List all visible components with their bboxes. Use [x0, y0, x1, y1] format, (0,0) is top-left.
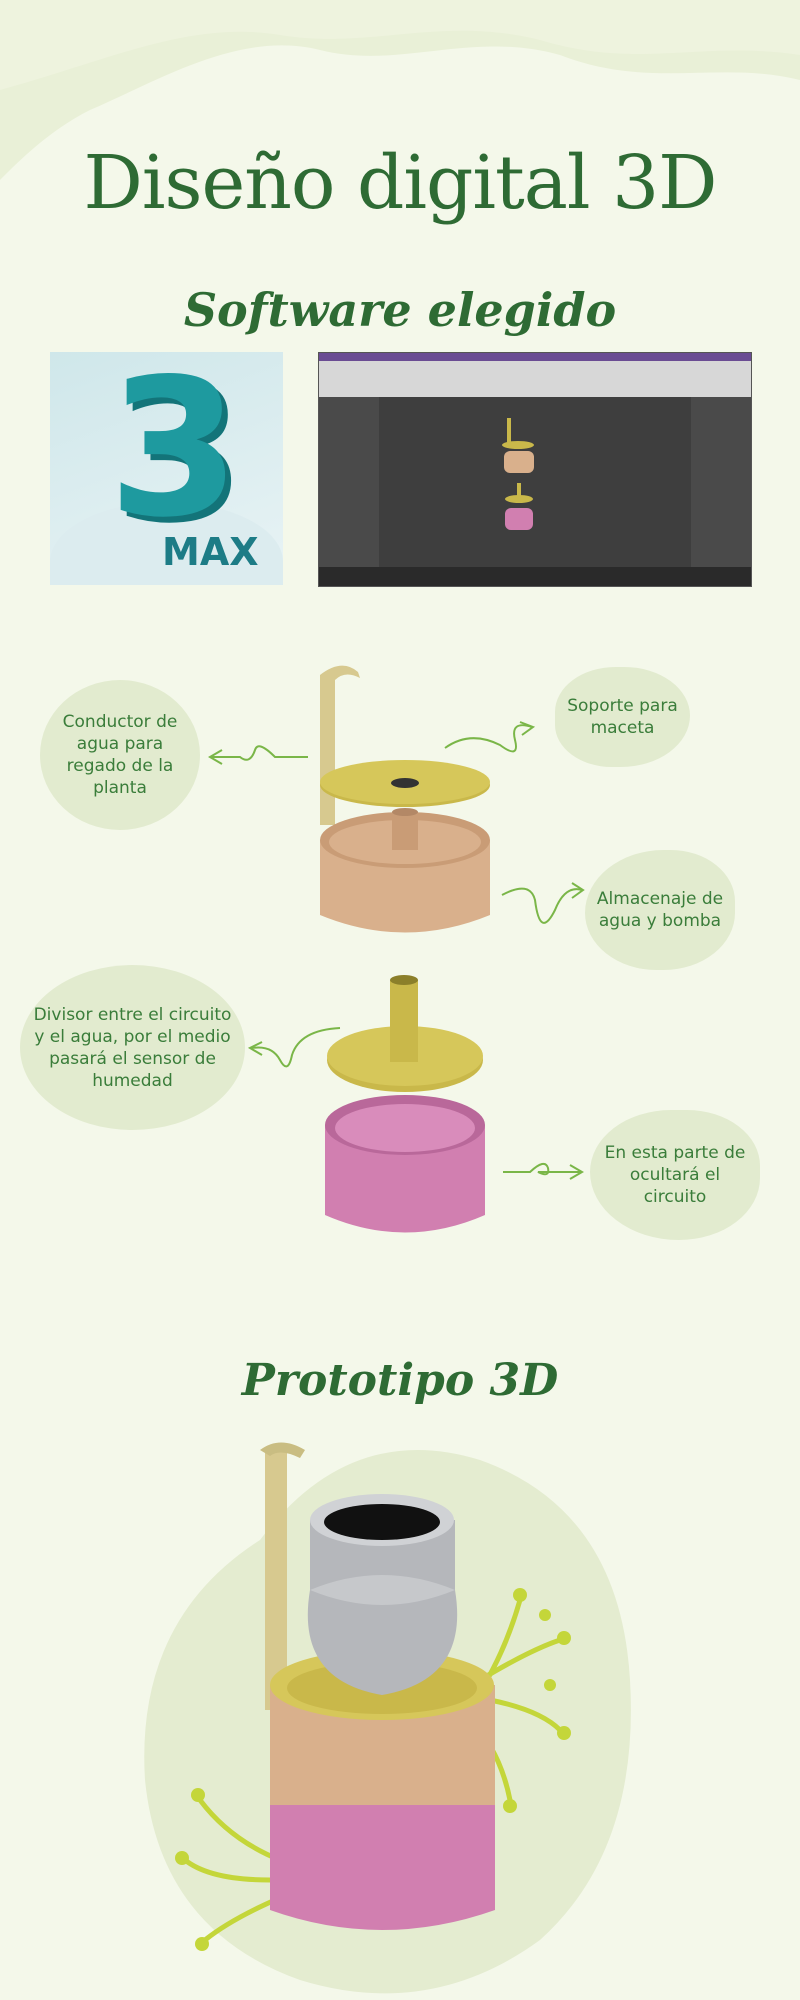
circuito-container	[325, 1125, 485, 1233]
top-wave-decoration	[0, 0, 800, 180]
arrow-almacenaje-head	[571, 882, 585, 899]
3dsmax-logo: 3 MAX	[50, 352, 283, 585]
section-title-software: Software elegido	[183, 283, 617, 337]
exploded-parts-illustration	[320, 665, 490, 1233]
section-title-prototype: Prototipo 3D	[241, 1355, 559, 1406]
arrow-conductor	[212, 745, 308, 761]
bubble-almacenaje: Almacenaje de agua y bomba	[585, 850, 735, 970]
bubble-divisor: Divisor entre el circuito y el agua, por…	[20, 965, 245, 1130]
arrow-circuito	[503, 1162, 580, 1176]
arrows-layer	[208, 721, 585, 1180]
bubble-conductor: Conductor de agua para regado de la plan…	[40, 680, 200, 830]
prototype-illustration	[144, 1442, 631, 1994]
arrow-soporte	[444, 724, 533, 753]
logo-text: MAX	[162, 530, 259, 574]
arrow-almacenaje	[501, 887, 583, 924]
arrow-divisor	[251, 1027, 341, 1068]
arrow-soporte-head	[519, 721, 536, 736]
arrow-divisor-head	[247, 1041, 263, 1056]
arrow-conductor-head	[208, 749, 223, 765]
plant-left	[183, 1798, 281, 1942]
bubble-circuito: En esta parte de ocultará el circuito	[590, 1110, 760, 1240]
prototype-pot	[307, 1520, 458, 1695]
prototype-pipe	[265, 1450, 287, 1710]
arrow-circuito-head	[569, 1164, 584, 1180]
page-title: Diseño digital 3D	[83, 140, 717, 226]
prototype-pink-section	[270, 1805, 495, 1930]
logo-number: 3	[108, 352, 241, 559]
bubble-soporte: Soporte para maceta	[555, 667, 690, 767]
software-screenshot	[318, 352, 752, 587]
